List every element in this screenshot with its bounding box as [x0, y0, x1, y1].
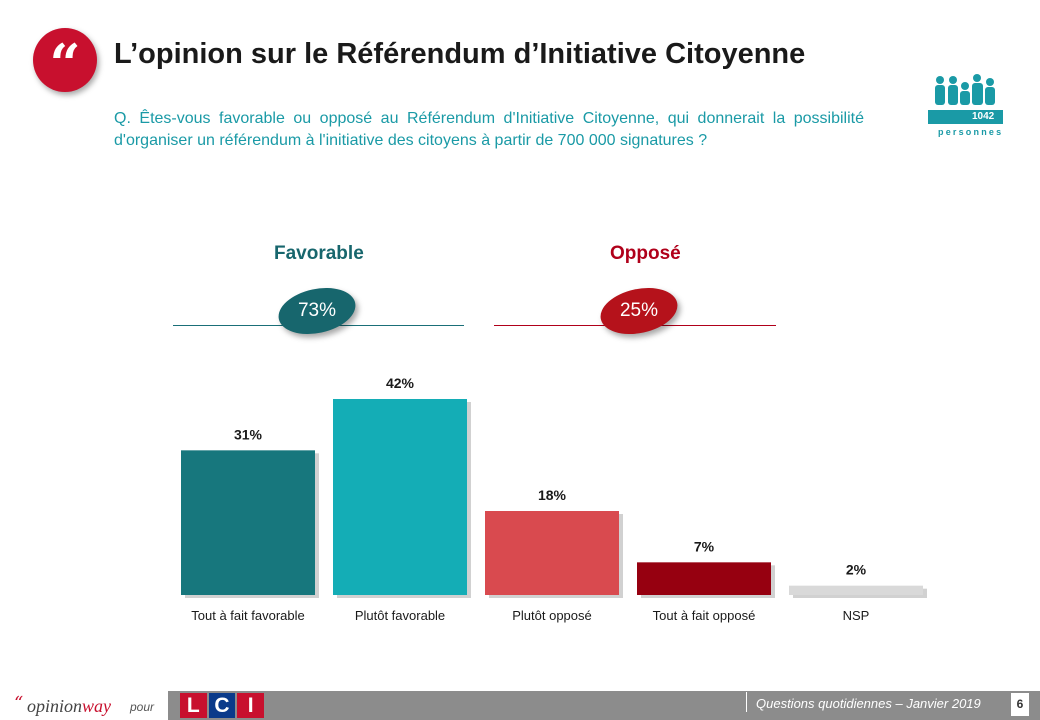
question-text: Q. Êtes-vous favorable ou opposé au Réfé…: [114, 110, 864, 149]
bar-3: [637, 562, 771, 595]
page-title: L’opinion sur le Référendum d’Initiative…: [114, 38, 806, 70]
footer-separator: [746, 692, 747, 712]
opinionway-logo: opinionway: [27, 696, 112, 716]
sample-size-label: personnes: [938, 127, 1004, 137]
bar-1: [333, 399, 467, 595]
bar-value-label: 31%: [234, 426, 263, 442]
footer-brand-area: “ opinionway pour: [0, 691, 168, 720]
quote-badge-icon: “: [33, 28, 97, 96]
footer-pour: pour: [130, 700, 155, 714]
favorable-label: Favorable: [274, 243, 364, 264]
category-label: NSP: [843, 608, 870, 623]
bar-value-label: 42%: [386, 375, 415, 391]
category-label: Tout à fait opposé: [653, 608, 756, 623]
sample-size-bar: [928, 110, 1003, 124]
sample-size-badge: 1042 personnes: [928, 74, 1006, 144]
bar-value-label: 2%: [846, 562, 867, 578]
opinionway-quote-icon: “: [14, 693, 24, 714]
bar-4: [789, 585, 923, 595]
bar-2: [485, 511, 619, 595]
people-icon: [935, 74, 995, 105]
category-label: Tout à fait favorable: [191, 608, 304, 623]
page-number: 6: [1011, 693, 1029, 716]
bar-value-label: 7%: [694, 538, 715, 554]
bar-value-label: 18%: [538, 487, 567, 503]
oppose-label: Opposé: [610, 243, 681, 264]
category-label: Plutôt opposé: [512, 608, 592, 623]
footer-source: Questions quotidiennes – Janvier 2019: [756, 696, 981, 711]
sample-size-count: 1042: [972, 111, 995, 122]
bar-0: [181, 450, 315, 595]
bar-chart: 31% Tout à fait favorable 42% Plutôt favora…: [181, 375, 927, 623]
category-label: Plutôt favorable: [355, 608, 445, 623]
